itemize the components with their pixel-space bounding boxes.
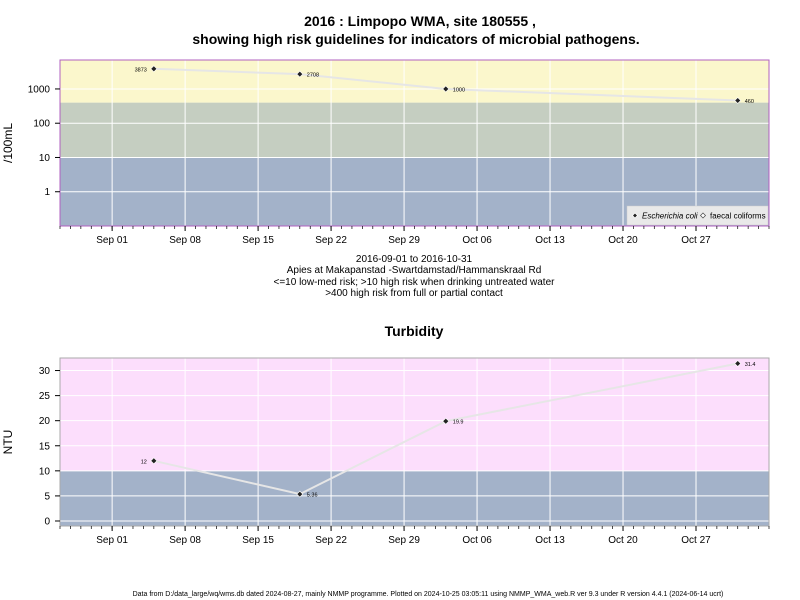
x-tick-label: Oct 27 [681,535,711,546]
y-tick-label: 25 [39,391,51,402]
legend-ecoli: Escherichia coli [642,212,698,221]
data-label: 460 [745,99,754,105]
y-tick-label: 1000 [28,84,51,95]
data-point [442,417,450,425]
data-label: 19.9 [453,420,464,426]
data-point [296,70,304,78]
turbidity-plot: Sep 01 Sep 08 Sep 15 Sep 22 Sep 29 Oct 06 Oct … [1,357,770,546]
x-tick-label: Sep 01 [96,235,128,246]
y-tick-label: 30 [39,366,51,377]
data-label: 31.4 [745,362,756,368]
data-label: 5.36 [307,493,318,499]
chart-title-line2: showing high risk guidelines for indicat… [192,31,639,47]
series-line [153,67,738,102]
y-tick-label: 10 [39,466,51,477]
y-tick-label: 0 [44,516,50,527]
legend-box [626,205,769,226]
x-tick-label: Oct 20 [608,235,638,246]
y-axis-label: NTU [1,430,15,455]
data-point [734,97,742,104]
subtitle-date-range: 2016-09-01 to 2016-10-31 [356,254,473,265]
data-point [150,65,158,73]
chart-title-line1: 2016 : Limpopo WMA, site 180555 , [304,13,536,29]
x-tick-label: Sep 29 [388,235,420,246]
legend-marker [700,212,706,219]
data-point [150,457,158,465]
x-tick-label: Sep 08 [169,235,201,246]
risk-band [60,358,769,471]
legend-marker [632,212,638,219]
x-tick-label: Oct 06 [462,235,492,246]
turbidity-title: Turbidity [385,323,444,339]
subtitle-risk-drinking: <=10 low-med risk; >10 high risk when dr… [274,277,556,288]
subtitle-risk-contact: >400 high risk from full or partial cont… [325,288,503,299]
series-line [153,362,738,496]
x-tick-label: Sep 15 [242,535,274,546]
data-point [734,360,742,367]
data-label: 1000 [453,87,465,93]
y-tick-label: 20 [39,416,51,427]
x-tick-label: Sep 22 [315,235,347,246]
data-point [296,490,304,498]
data-label: 2708 [307,73,319,79]
y-tick-label: 1 [44,187,50,198]
legend-faecal-coliforms: faecal coliforms [710,212,766,221]
y-tick-label: 100 [33,119,50,130]
data-label: 3873 [135,67,147,73]
y-tick-label: 15 [39,441,51,452]
x-tick-label: Oct 20 [608,535,638,546]
x-tick-label: Oct 06 [462,535,492,546]
risk-band [60,470,769,526]
x-tick-label: Sep 22 [315,535,347,546]
y-tick-label: 5 [44,491,50,502]
data-point [442,85,450,93]
x-tick-label: Sep 15 [242,235,274,246]
data-label: 12 [141,459,147,465]
footer-note: Data from D:/data_large/wq/wms.db dated … [133,591,724,598]
x-tick-label: Oct 13 [535,535,565,546]
microbial-plot: Sep 01 Sep 08 Sep 15 Sep 22 Sep 29 Oct 06 Oct … [1,59,770,246]
risk-band [60,60,769,103]
x-tick-label: Sep 29 [388,535,420,546]
x-tick-label: Sep 01 [96,535,128,546]
x-tick-label: Oct 27 [681,235,711,246]
y-axis-label: /100mL [1,123,15,163]
x-tick-label: Oct 13 [535,235,565,246]
y-tick-label: 10 [39,153,51,164]
subtitle-site: Apies at Makapanstad -Swartdamstad/Hamma… [287,265,542,276]
risk-band [60,102,769,158]
x-tick-label: Sep 08 [169,535,201,546]
